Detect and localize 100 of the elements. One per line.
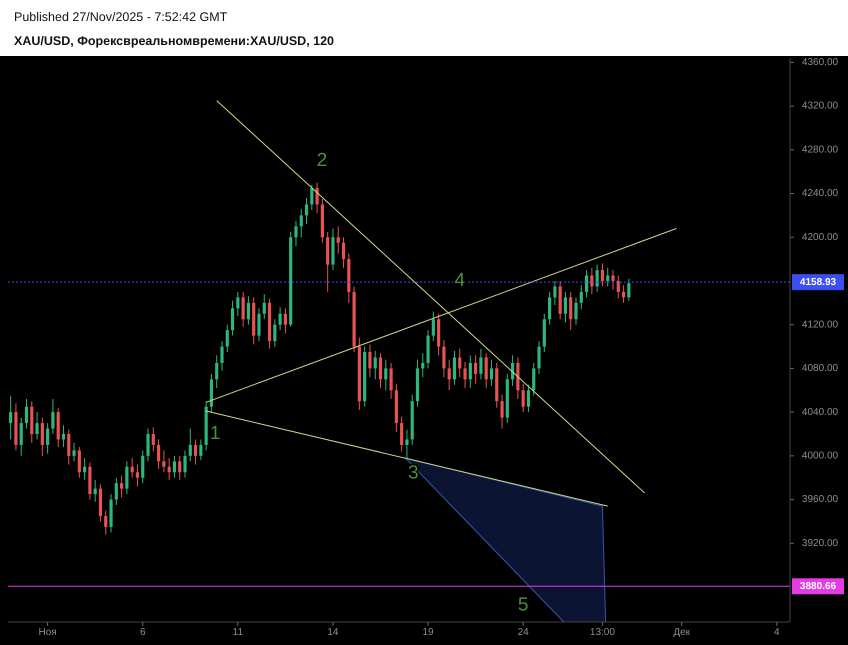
candlestick [83,458,86,480]
candlestick [590,267,594,295]
candlestick [448,359,451,391]
y-tick-label: 4280.00 [802,144,839,156]
annotation: 4 [454,270,466,291]
candlestick [616,275,620,299]
x-tick-label: 13:00 [590,627,616,638]
candlestick [294,220,298,246]
x-tick-label: 11 [232,627,244,638]
candlestick [226,324,229,353]
candlestick [120,475,124,498]
candlestick [284,308,287,334]
candlestick [553,280,556,306]
candlestick [183,450,187,478]
candlestick [468,354,472,389]
candlestick [405,429,409,459]
candlestick [24,398,28,430]
candlestick [368,344,372,378]
candlestick [278,306,282,331]
candlestick [479,348,482,380]
candlestick [384,359,388,391]
candlestick [35,412,39,440]
candlestick [194,438,198,466]
candlestick [421,352,424,378]
candlestick [548,291,552,326]
candlestick [310,184,314,210]
ref-line-label: 3880.66 [800,580,837,592]
candlestick [162,450,166,473]
candlestick [230,300,234,336]
candlestick [600,262,604,287]
annotation: 1 [210,423,220,444]
candlestick [273,318,276,348]
candlestick [125,460,128,495]
candlestick [400,416,404,452]
candlestick [627,278,630,302]
y-tick-label: 4040.00 [802,406,839,418]
candlestick [146,428,150,462]
candlestick [9,395,12,440]
candlestick [67,429,70,466]
x-tick-label: 6 [140,627,146,638]
candlestick [157,438,160,470]
candlestick [622,284,626,304]
candlestick [300,208,303,238]
candlestick [374,350,377,380]
candlestick [141,450,144,484]
candlestick [246,296,250,326]
candlestick [220,340,224,372]
candlestick [188,428,192,462]
candlestick [178,455,182,480]
candlestick [532,362,536,396]
candlestick [62,424,66,448]
candlestick [104,510,108,536]
y-tick-label: 4120.00 [802,319,839,330]
candlestick [611,270,615,290]
candlestick [484,352,488,389]
candlestick [168,458,171,480]
candlestick [580,284,583,310]
candlestick [526,384,530,413]
y-tick-label: 4240.00 [802,188,839,200]
candlestick [442,340,446,378]
ref-line-label: 4158.93 [800,276,837,288]
candlestick [336,226,340,254]
candlestick [574,296,578,326]
candlestick [596,264,599,292]
candlestick [389,362,393,400]
y-tick-label: 3920.00 [802,538,839,549]
candlestick [262,294,266,320]
candlestick [51,398,54,434]
x-tick-label: 4 [774,627,780,638]
y-tick-label: 4200.00 [802,232,839,243]
candlestick [569,291,572,331]
candlestick [500,394,504,430]
annotation: 2 [316,150,328,171]
candlestick [242,291,245,328]
candlestick [452,350,456,386]
x-tick-label: Дек [673,627,691,638]
x-tick-label: 14 [327,627,339,638]
y-tick-label: 4320.00 [802,100,839,112]
candlestick [458,348,462,378]
y-tick-label: 4360.00 [802,57,839,68]
candlestick [490,359,494,386]
annotation: 3 [408,462,419,484]
candlestick [20,417,23,456]
candlestick [78,446,81,478]
candlestick [474,354,478,384]
chart-title: XAU/USD, Форексвреальномвремени:XAU/USD, 120 [14,34,334,48]
y-tick-label: 4080.00 [802,363,839,374]
candlestick [152,426,155,452]
candlestick [378,352,382,389]
candlestick [537,340,541,374]
candlestick [40,417,44,456]
annotation: 5 [518,594,528,616]
candlestick [72,442,76,462]
candlestick [236,291,240,316]
candlestick [46,422,50,454]
candlestick [463,361,467,389]
candlestick [432,311,435,342]
y-tick-label: 3960.00 [802,494,839,506]
candlestick [564,291,568,324]
candlestick [606,267,610,287]
